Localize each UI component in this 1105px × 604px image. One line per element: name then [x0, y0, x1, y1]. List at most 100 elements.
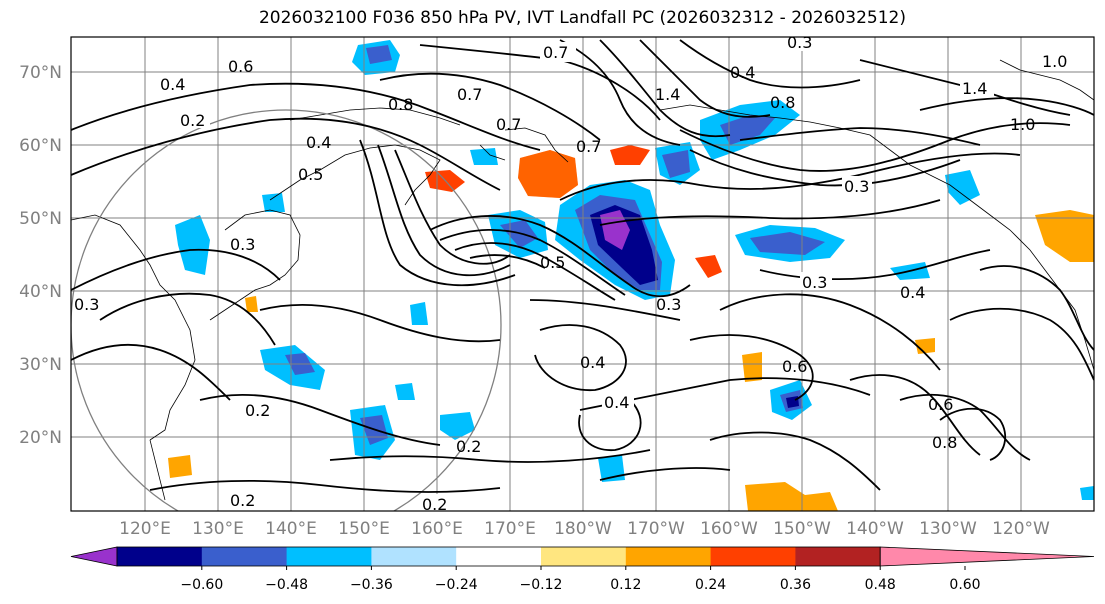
lon-label: 180°W [554, 519, 612, 539]
contour-label: 0.7 [457, 85, 482, 104]
contour-label: 0.6 [782, 357, 807, 376]
contour-label: 0.3 [74, 295, 99, 314]
contour-label: 1.4 [962, 79, 987, 98]
contour-label: 0.3 [787, 33, 812, 52]
contour-label: 0.2 [230, 491, 255, 510]
shade-blob [168, 455, 192, 478]
lon-label: 150°W [773, 519, 831, 539]
colorbar-tick-label: −0.24 [435, 577, 478, 593]
shade-blob [915, 338, 935, 354]
shade-blob [945, 170, 980, 205]
contour-label: 0.3 [844, 177, 869, 196]
contour-labels: 0.7 0.3 1.0 0.4 0.6 0.4 0.7 1.4 0.8 1.4 … [74, 33, 1074, 514]
shade-blob [366, 45, 392, 64]
shade-blob [245, 296, 258, 312]
contour-label: 0.5 [298, 165, 323, 184]
colorbar-segment [625, 547, 712, 566]
pv-contours [71, 39, 1094, 493]
shade-blob [262, 193, 285, 212]
colorbar-segment [286, 547, 372, 566]
graticule [71, 37, 1094, 511]
colorbar-tick-label: −0.60 [180, 577, 223, 593]
lat-label: 60°N [19, 136, 62, 156]
lon-label: 140°W [846, 519, 904, 539]
colorbar: −0.60 −0.48 −0.36 −0.24 −0.12 0.12 0.24 0.36 0.4… [70, 546, 1095, 593]
colorbar-border [116, 546, 881, 567]
colorbar-extend-max [879, 546, 1095, 567]
contour-label: 0.8 [770, 93, 795, 112]
contour-label: 0.3 [802, 273, 827, 292]
colorbar-tick-label: 0.24 [695, 577, 726, 593]
colorbar-segment [117, 547, 203, 566]
contour-label: 0.7 [543, 43, 568, 62]
lon-label: 130°W [919, 519, 977, 539]
shade-blob [610, 145, 650, 165]
colorbar-tick-label: 0.36 [780, 577, 811, 593]
shade-blob [600, 210, 630, 250]
contour-label: 1.0 [1042, 52, 1067, 71]
contour-label: 0.8 [932, 433, 957, 452]
lon-label: 160°E [411, 519, 463, 539]
shade-blob [175, 215, 210, 275]
contour-label: 0.4 [160, 75, 185, 94]
contour-label: 0.2 [180, 111, 205, 130]
contour-label: 1.0 [1010, 115, 1035, 134]
colorbar-segment [371, 547, 457, 566]
colorbar-segment [201, 547, 288, 566]
contour-label: 0.2 [456, 437, 481, 456]
lon-label: 120°W [992, 519, 1050, 539]
contour-label: 0.4 [604, 393, 629, 412]
lat-label: 30°N [19, 355, 62, 375]
contour-label: 0.5 [540, 253, 565, 272]
longitude-labels: 120°E 130°E 140°E 150°E 160°E 170°E 180°… [119, 519, 1050, 539]
lat-label: 40°N [19, 282, 62, 302]
lat-label: 70°N [19, 63, 62, 83]
shade-blob [750, 232, 825, 255]
colorbar-extend-min [70, 546, 118, 567]
lon-label: 170°W [627, 519, 685, 539]
latitude-labels: 70°N 60°N 50°N 40°N 30°N 20°N [19, 63, 62, 448]
contour-label: 0.8 [388, 95, 413, 114]
colorbar-tick-label: −0.36 [350, 577, 393, 593]
shade-blob [470, 148, 498, 165]
colorbar-tick-label: 0.48 [865, 577, 896, 593]
colorbar-segment [541, 547, 627, 566]
colorbar-tick-label: 0.12 [610, 577, 641, 593]
colorbar-tick-label: 0.60 [949, 577, 980, 593]
shade-blob [518, 150, 578, 198]
contour-label: 1.4 [655, 85, 680, 104]
shade-blob [745, 482, 838, 511]
contour-label: 0.7 [496, 115, 521, 134]
lon-label: 120°E [119, 519, 171, 539]
contour-label: 0.3 [656, 295, 681, 314]
lon-label: 160°W [700, 519, 758, 539]
lon-label: 130°E [192, 519, 244, 539]
contour-label: 0.4 [730, 63, 755, 82]
contour-label: 0.7 [576, 137, 601, 156]
map-frame [70, 36, 1095, 512]
shade-blob [395, 383, 415, 400]
contour-label: 0.2 [245, 401, 270, 420]
shade-blob [720, 115, 775, 145]
lon-label: 140°E [265, 519, 317, 539]
colorbar-segment [710, 547, 796, 566]
shade-blob [695, 255, 722, 278]
contour-label: 0.4 [580, 353, 605, 372]
shade-blob [518, 150, 578, 198]
contour-label: 0.6 [228, 57, 253, 76]
shade-blob [1080, 486, 1094, 500]
shade-blob [662, 150, 690, 178]
shade-blob [1035, 210, 1094, 262]
contour-label: 0.4 [900, 283, 925, 302]
contour-label: 0.2 [422, 495, 447, 514]
lat-label: 20°N [19, 428, 62, 448]
contour-label: 0.3 [230, 235, 255, 254]
lon-label: 170°E [484, 519, 536, 539]
colorbar-segment [795, 547, 881, 566]
colorbar-tick-label: −0.12 [520, 577, 563, 593]
lon-label: 150°E [338, 519, 390, 539]
lat-label: 50°N [19, 209, 62, 229]
shade-blob [742, 352, 762, 382]
contour-label: 0.6 [928, 395, 953, 414]
